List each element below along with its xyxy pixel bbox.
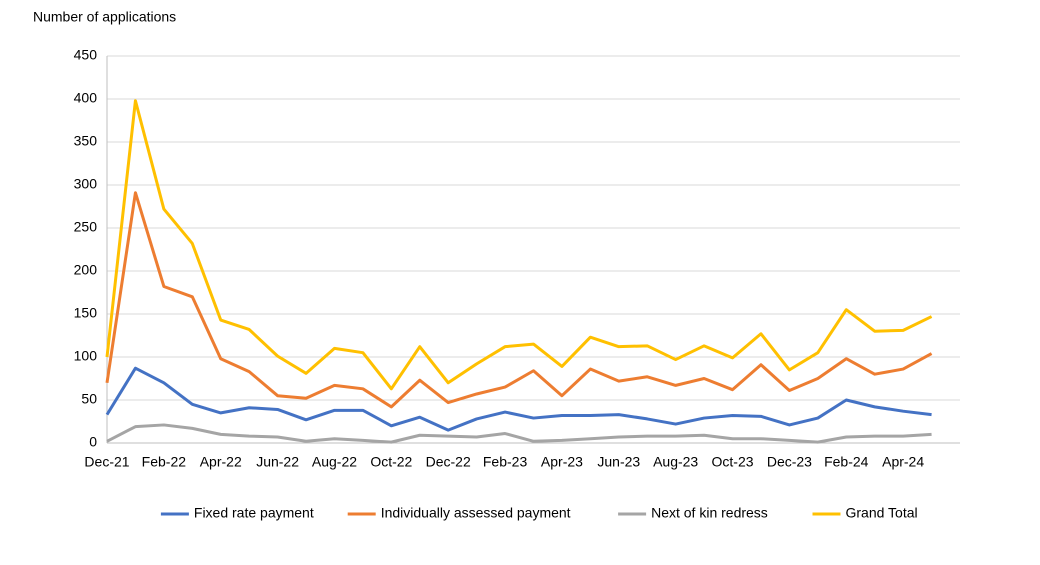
- x-tick-label: Oct-23: [712, 454, 754, 470]
- x-tick-label: Feb-24: [824, 454, 869, 470]
- y-tick-label: 100: [74, 348, 98, 364]
- y-tick-label: 400: [74, 90, 98, 106]
- y-tick-label: 450: [74, 47, 98, 63]
- series-line: [105, 191, 933, 409]
- series-line: [106, 423, 932, 444]
- y-axis-label: Number of applications: [33, 9, 176, 25]
- y-tick-label: 300: [74, 176, 98, 192]
- x-tick-label: Aug-23: [653, 454, 698, 470]
- y-tick-label: 350: [74, 133, 98, 149]
- legend-label: Fixed rate payment: [194, 505, 314, 521]
- x-tick-label: Feb-22: [142, 454, 187, 470]
- x-tick-label: Jun-23: [597, 454, 640, 470]
- x-tick-label: Dec-22: [426, 454, 471, 470]
- y-tick-label: 50: [81, 391, 97, 407]
- x-tick-label: Apr-22: [200, 454, 242, 470]
- legend-label: Grand Total: [846, 505, 918, 521]
- legend-label: Next of kin redress: [651, 505, 768, 521]
- y-tick-label: 200: [74, 262, 98, 278]
- x-tick-label: Dec-21: [84, 454, 129, 470]
- x-tick-label: Apr-23: [541, 454, 583, 470]
- x-tick-label: Oct-22: [370, 454, 412, 470]
- series-line: [105, 99, 933, 391]
- legend-label: Individually assessed payment: [381, 505, 571, 521]
- x-tick-label: Feb-23: [483, 454, 528, 470]
- series-line: [105, 366, 932, 432]
- x-tick-label: Dec-23: [767, 454, 812, 470]
- x-tick-label: Aug-22: [312, 454, 357, 470]
- y-tick-label: 0: [89, 434, 97, 450]
- y-tick-label: 250: [74, 219, 98, 235]
- x-tick-label: Jun-22: [256, 454, 299, 470]
- y-tick-label: 150: [74, 305, 98, 321]
- x-tick-label: Apr-24: [882, 454, 924, 470]
